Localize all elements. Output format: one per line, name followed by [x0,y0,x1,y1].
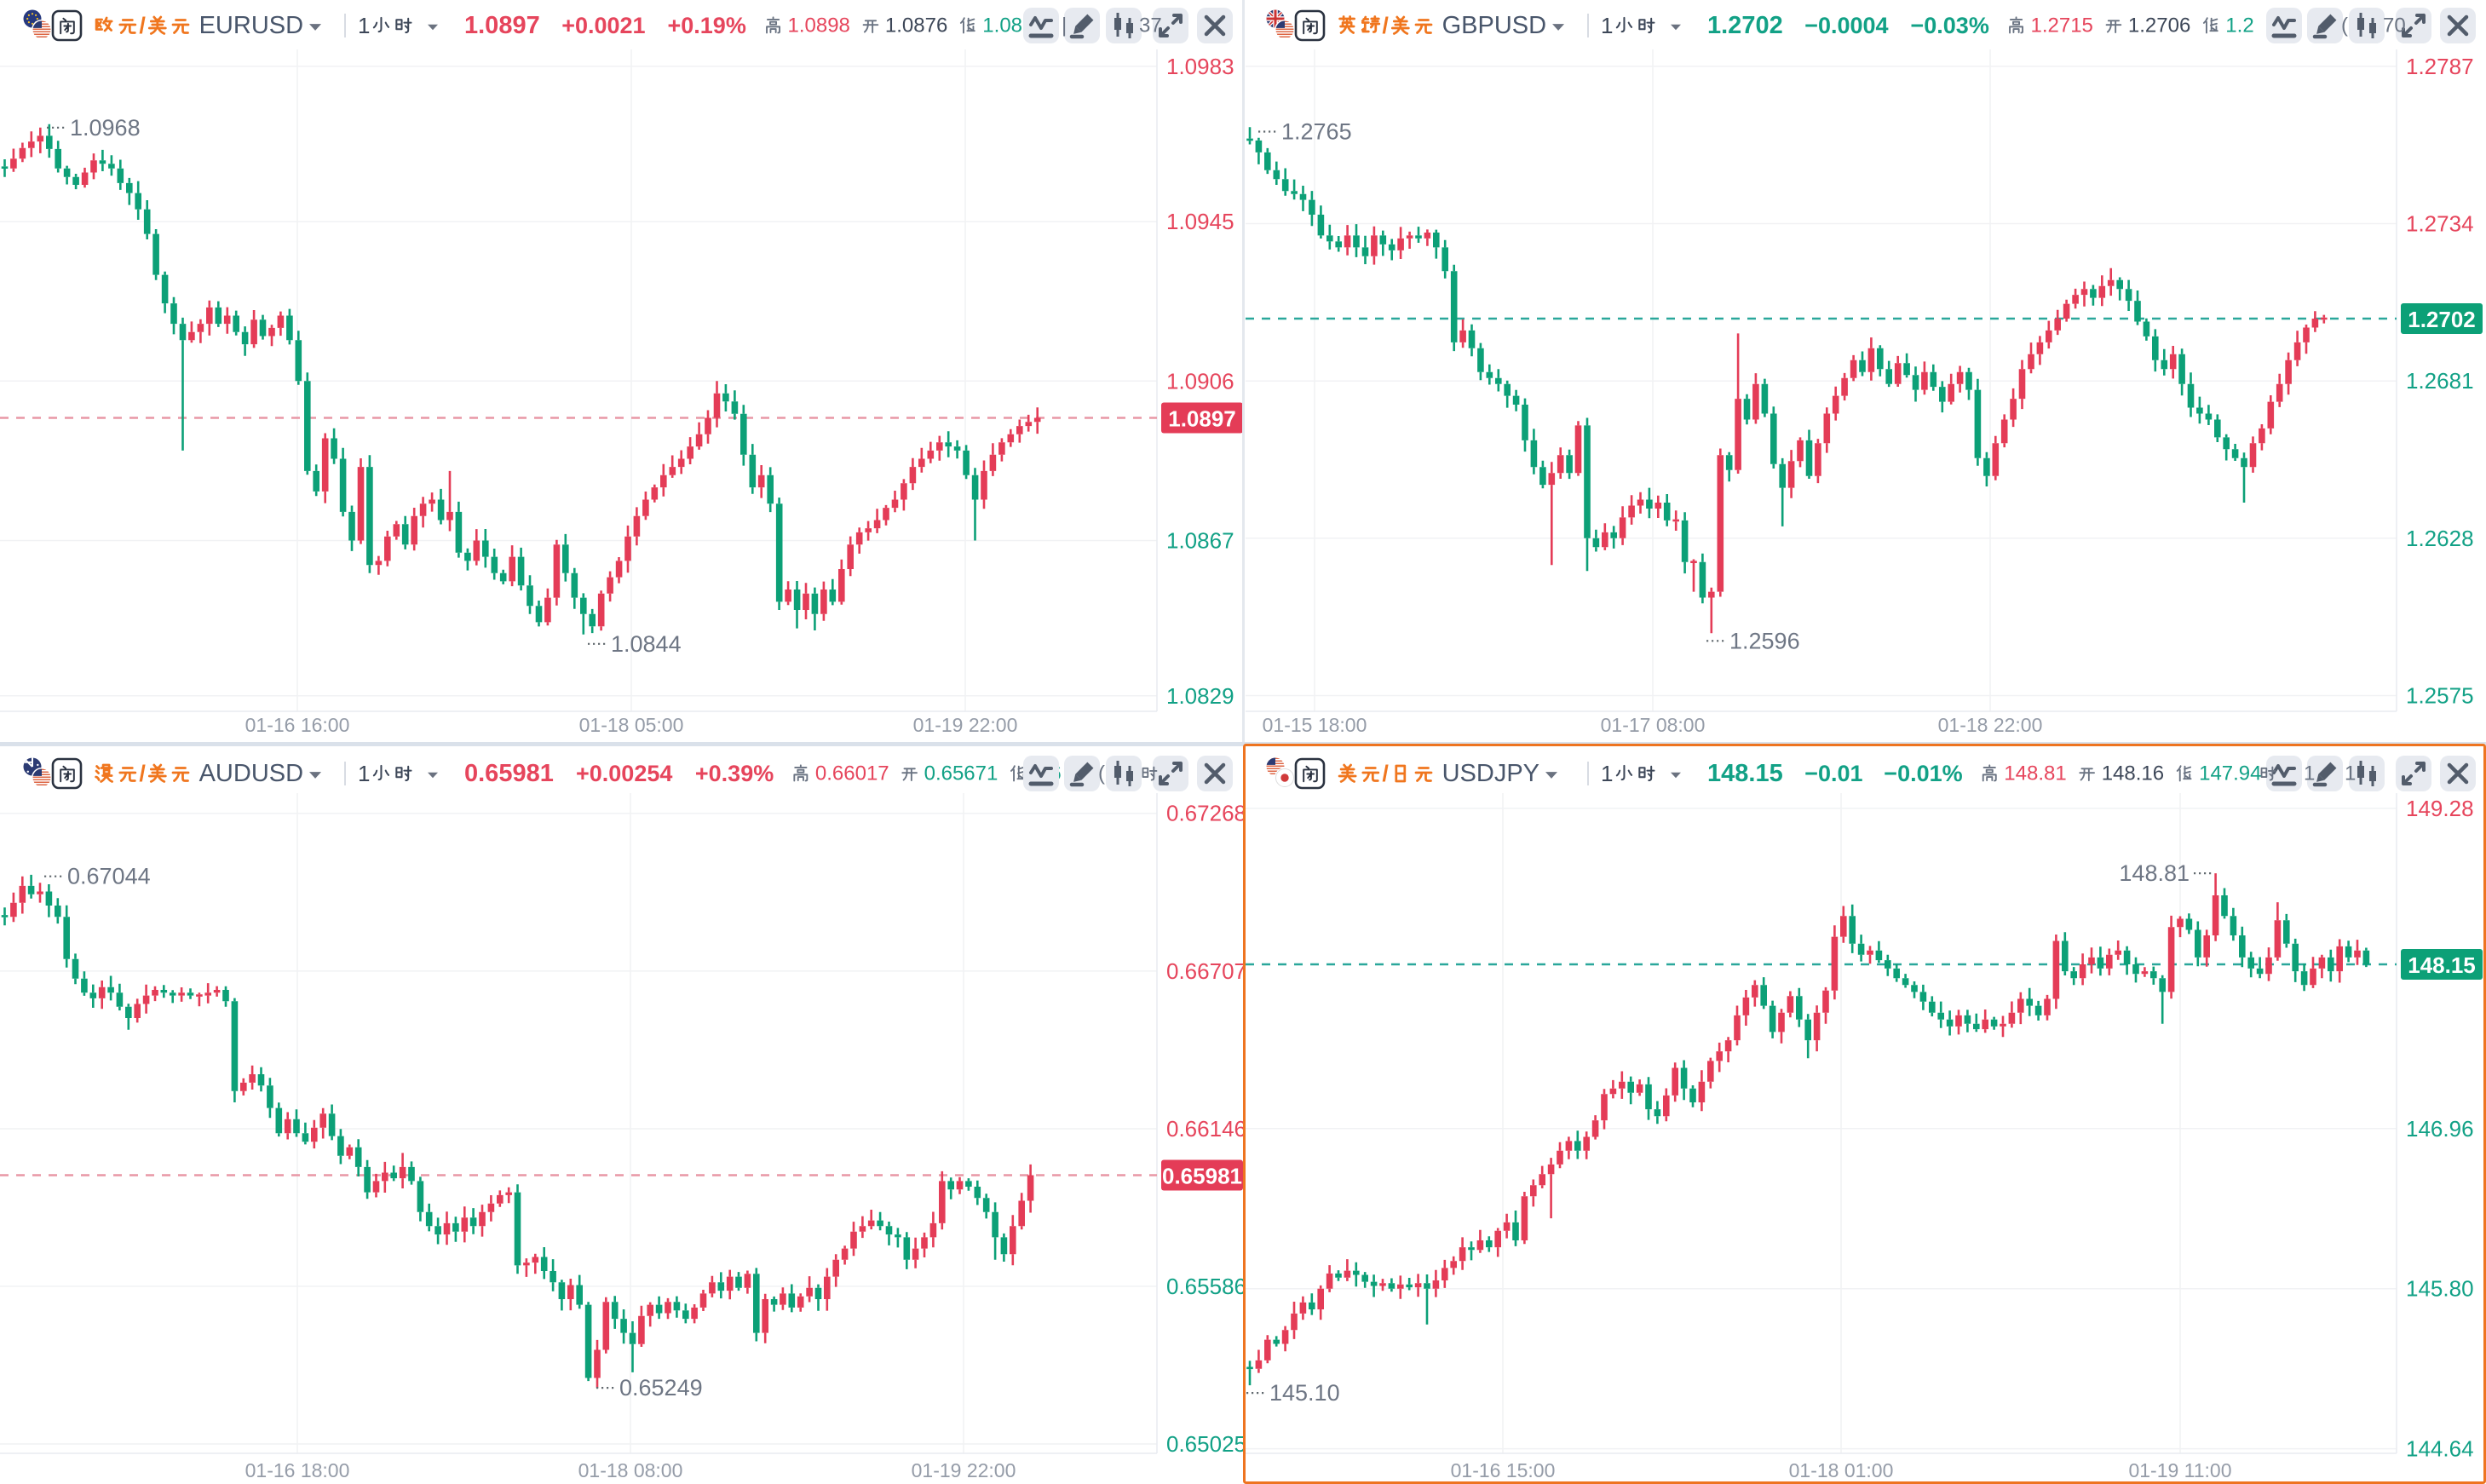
svg-text:/: / [1382,761,1389,786]
svg-text:1.2681: 1.2681 [2406,368,2474,394]
svg-text:144.64: 144.64 [2406,1436,2474,1462]
svg-text:37: 37 [1139,14,1162,37]
svg-text:01-16 15:00: 01-16 15:00 [1451,1459,1556,1481]
svg-text:1.0983: 1.0983 [1166,54,1234,79]
svg-text:+0.0021: +0.0021 [561,13,645,38]
svg-text:70: 70 [2383,14,2406,37]
svg-text:1.0945: 1.0945 [1166,209,1234,234]
svg-text:148.15: 148.15 [2408,952,2476,978]
svg-text:1.2706: 1.2706 [2128,14,2190,37]
svg-text:145.10: 145.10 [1269,1380,1340,1406]
svg-text:−0.01%: −0.01% [1884,761,1962,786]
svg-text:148.16: 148.16 [2102,762,2164,785]
svg-text:1: 1 [2345,762,2356,785]
svg-text:AUDUSD: AUDUSD [199,760,303,787]
svg-text:1: 1 [1601,13,1613,38]
svg-text:1.0968: 1.0968 [70,115,141,141]
svg-text:0.67044: 0.67044 [67,864,151,889]
svg-text:1.08: 1.08 [982,14,1022,37]
svg-text:146.96: 146.96 [2406,1116,2474,1142]
svg-text:148.15: 148.15 [1707,760,1783,787]
svg-text:0.65025: 0.65025 [1166,1431,1246,1457]
svg-text:1: 1 [358,13,370,38]
svg-text:+0.19%: +0.19% [668,13,746,38]
svg-text:0.66017: 0.66017 [815,762,889,785]
svg-text:+0.39%: +0.39% [695,761,774,786]
svg-text:1.0906: 1.0906 [1166,368,1234,394]
svg-text:01-18 01:00: 01-18 01:00 [1789,1459,1894,1481]
svg-text:0.65671: 0.65671 [924,762,998,785]
svg-text:1.0897: 1.0897 [1168,406,1236,432]
svg-text:1.2765: 1.2765 [1281,119,1352,145]
svg-text:01-15 18:00: 01-15 18:00 [1263,714,1367,736]
svg-text:1.2: 1.2 [2225,14,2253,37]
svg-text:0.65586: 0.65586 [1166,1274,1246,1299]
svg-text:0.65249: 0.65249 [619,1375,703,1401]
svg-text:−0.0004: −0.0004 [1804,13,1888,38]
svg-text:01-16 18:00: 01-16 18:00 [245,1459,350,1481]
svg-text:1.0876: 1.0876 [885,14,947,37]
svg-text:01-19 22:00: 01-19 22:00 [913,714,1018,736]
svg-text:1.2715: 1.2715 [2031,14,2093,37]
svg-text:1.2702: 1.2702 [2408,307,2476,332]
svg-text:/: / [1382,13,1389,38]
svg-text:1.0867: 1.0867 [1166,528,1234,554]
svg-text:1: 1 [1601,761,1613,786]
svg-text:0.65981: 0.65981 [464,760,554,787]
svg-text:/: / [139,761,146,786]
svg-text:0.66146: 0.66146 [1166,1116,1246,1142]
svg-text:01-19 22:00: 01-19 22:00 [912,1459,1016,1481]
svg-text:(: ( [1098,762,1105,785]
svg-text:145.80: 145.80 [2406,1276,2474,1302]
svg-text:(: ( [2341,14,2348,37]
svg-text:|: | [1062,14,1067,37]
svg-text:01-18 08:00: 01-18 08:00 [578,1459,683,1481]
svg-text:147.94: 147.94 [2199,762,2261,785]
svg-text:1.2787: 1.2787 [2406,54,2474,79]
svg-text:1.0829: 1.0829 [1166,683,1234,709]
svg-text:1.0897: 1.0897 [464,12,540,39]
svg-text:148.81: 148.81 [2004,762,2066,785]
svg-text:GBPUSD: GBPUSD [1442,12,1546,39]
svg-text:−0.01: −0.01 [1804,761,1862,786]
svg-text:USDJPY: USDJPY [1442,760,1539,787]
svg-text:01-18 05:00: 01-18 05:00 [579,714,684,736]
svg-text:−0.03%: −0.03% [1911,13,1989,38]
svg-text:1.2702: 1.2702 [1707,12,1783,39]
svg-text:01-18 22:00: 01-18 22:00 [1938,714,2043,736]
svg-text:+0.00254: +0.00254 [576,761,672,786]
svg-text:148.81: 148.81 [2119,860,2190,886]
svg-text:0.67268: 0.67268 [1166,801,1246,826]
svg-text:1.0898: 1.0898 [788,14,850,37]
svg-text:1: 1 [2304,762,2315,785]
svg-text:149.28: 149.28 [2406,796,2474,821]
svg-text:1.2575: 1.2575 [2406,683,2474,709]
svg-text:EURUSD: EURUSD [199,12,303,39]
svg-text:0.66707: 0.66707 [1166,958,1246,984]
svg-text:/: / [139,13,146,38]
svg-text:1.2628: 1.2628 [2406,526,2474,551]
svg-text:1.0844: 1.0844 [611,631,682,657]
svg-text:01-19 11:00: 01-19 11:00 [2128,1459,2231,1481]
svg-text:01-17 08:00: 01-17 08:00 [1601,714,1706,736]
svg-text:1: 1 [358,761,370,786]
svg-text:1.2596: 1.2596 [1729,628,1800,653]
svg-text:01-16 16:00: 01-16 16:00 [245,714,350,736]
svg-text:0.65981: 0.65981 [1162,1164,1242,1189]
svg-text:1.2734: 1.2734 [2406,211,2474,237]
